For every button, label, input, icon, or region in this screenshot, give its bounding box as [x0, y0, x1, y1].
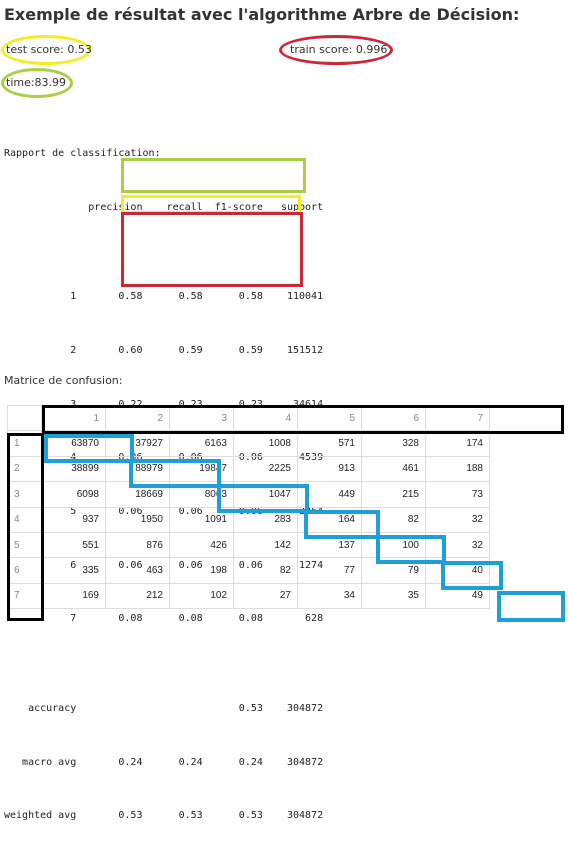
corner-cell: [7, 404, 42, 432]
report-heading: Rapport de classification:: [4, 147, 161, 159]
table-cell: 212: [105, 582, 170, 610]
confusion-heading: Matrice de confusion:: [4, 374, 123, 387]
table-cell: 198: [169, 557, 234, 584]
test-score-highlight: [1, 35, 91, 65]
table-cell: 571: [297, 430, 362, 457]
table-cell: 169: [41, 582, 106, 610]
col-header: 5: [297, 404, 362, 432]
confusion-matrix: 1 2 3 4 5 6 7 1 63870 37927 6163 1008 57…: [7, 404, 490, 610]
col-header: 1: [41, 404, 106, 432]
table-cell: 426: [169, 531, 234, 559]
table-cell: 73: [425, 481, 490, 508]
table-cell: 174: [425, 430, 490, 457]
row-header: 5: [7, 531, 42, 559]
report-line: weighted avg 0.53 0.53 0.53 304872: [4, 810, 324, 822]
table-cell: 49: [425, 582, 490, 610]
row-headers-highlight: [7, 433, 44, 621]
table-cell: 876: [105, 531, 170, 559]
col-header: 2: [105, 404, 170, 432]
col-header: 4: [233, 404, 298, 432]
table-cell: 35: [361, 582, 426, 610]
table-cell: 32: [425, 506, 490, 533]
table-cell: 6098: [41, 481, 106, 508]
table-cell: 335: [41, 557, 106, 584]
report-line: precision recall f1-score support: [4, 201, 324, 213]
diag-highlight: [217, 484, 309, 513]
report-line: macro avg 0.24 0.24 0.24 304872: [4, 756, 324, 768]
table-cell: 1950: [105, 506, 170, 533]
diag-highlight: [304, 510, 380, 539]
time-highlight: [1, 68, 73, 98]
table-row: 5 551 876 426 142 137 100 32: [7, 531, 490, 559]
report-line: 2 0.60 0.59 0.59 151512: [4, 344, 324, 356]
table-cell: 463: [105, 557, 170, 584]
diag-highlight: [497, 591, 565, 622]
table-cell: 142: [233, 531, 298, 559]
diag-highlight: [376, 535, 446, 564]
table-cell: 2225: [233, 455, 298, 483]
table-cell: 34: [297, 582, 362, 610]
train-score: train score: 0.996: [290, 43, 388, 56]
table-cell: 188: [425, 455, 490, 483]
table-cell: 6163: [169, 430, 234, 457]
table-row: 7 169 212 102 27 34 35 49: [7, 582, 490, 610]
report-line: 1 0.58 0.58 0.58 110041: [4, 291, 324, 303]
train-score-highlight: [279, 35, 393, 65]
classes-4-7-highlight: [121, 212, 303, 287]
table-cell: 27: [233, 582, 298, 610]
column-headers-highlight: [42, 405, 564, 434]
table-cell: 102: [169, 582, 234, 610]
diag-highlight: [441, 561, 503, 590]
table-cell: 937: [41, 506, 106, 533]
test-score: test score: 0.53: [6, 43, 92, 56]
table-cell: 82: [233, 557, 298, 584]
diag-highlight: [129, 459, 221, 488]
table-cell: 328: [361, 430, 426, 457]
diag-highlight: [44, 434, 134, 463]
table-cell: 913: [297, 455, 362, 483]
classes-1-2-highlight: [121, 158, 306, 193]
table-cell: 215: [361, 481, 426, 508]
header-row: 1 2 3 4 5 6 7: [7, 404, 490, 432]
col-header: 7: [425, 404, 490, 432]
table-cell: 77: [297, 557, 362, 584]
time-value: time:83.99: [6, 76, 67, 89]
table-cell: 461: [361, 455, 426, 483]
report-line: accuracy 0.53 304872: [4, 702, 324, 714]
report-line: 7 0.08 0.08 0.08 628: [4, 613, 324, 625]
col-header: 6: [361, 404, 426, 432]
table-cell: 551: [41, 531, 106, 559]
page-title: Exemple de résultat avec l'algorithme Ar…: [4, 5, 520, 24]
report-line: 3 0.22 0.23 0.23 34614: [4, 398, 324, 410]
table-cell: 1008: [233, 430, 298, 457]
